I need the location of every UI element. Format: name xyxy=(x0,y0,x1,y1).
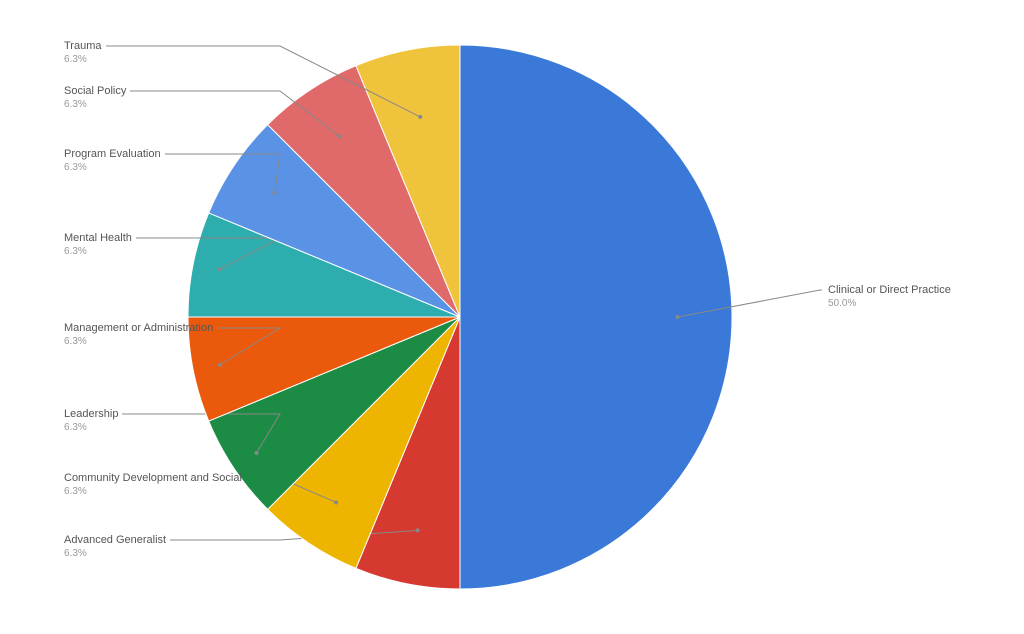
slice-label: Community Development and Social6.3% xyxy=(64,472,242,498)
slice-label-name: Program Evaluation xyxy=(64,148,161,161)
slice-label-pct: 50.0% xyxy=(828,297,951,310)
slice-label: Management or Administration6.3% xyxy=(64,322,213,348)
slice-label-pct: 6.3% xyxy=(64,335,213,348)
slice-label: Social Policy6.3% xyxy=(64,85,126,111)
pie-chart: Clinical or Direct Practice50.0% Advanced… xyxy=(0,0,1024,634)
leader-dot xyxy=(676,315,680,319)
slice-label-pct: 6.3% xyxy=(64,245,132,258)
slice-label-name: Advanced Generalist xyxy=(64,534,166,547)
slice-label-name: Clinical or Direct Practice xyxy=(828,284,951,297)
leader-dot xyxy=(337,134,341,138)
pie-slice xyxy=(460,45,732,589)
slice-label-pct: 6.3% xyxy=(64,547,166,560)
leader-dot xyxy=(418,115,422,119)
slice-label-pct: 6.3% xyxy=(64,421,118,434)
slice-label-name: Leadership xyxy=(64,408,118,421)
slice-label-name: Community Development and Social xyxy=(64,472,242,485)
slice-label-pct: 6.3% xyxy=(64,485,242,498)
slice-label: Trauma6.3% xyxy=(64,40,102,66)
slice-label-name: Trauma xyxy=(64,40,102,53)
slice-label: Leadership6.3% xyxy=(64,408,118,434)
slice-label-name: Mental Health xyxy=(64,232,132,245)
leader-dot xyxy=(218,267,222,271)
slice-label-pct: 6.3% xyxy=(64,53,102,66)
leader-dot xyxy=(254,451,258,455)
leader-dot xyxy=(334,500,338,504)
leader-dot xyxy=(416,528,420,532)
leader-dot xyxy=(273,191,277,195)
slice-label-pct: 6.3% xyxy=(64,161,161,174)
slice-label-pct: 6.3% xyxy=(64,98,126,111)
slice-label: Advanced Generalist6.3% xyxy=(64,534,166,560)
slice-label: Mental Health6.3% xyxy=(64,232,132,258)
slice-label-name: Management or Administration xyxy=(64,322,213,335)
slice-label: Program Evaluation6.3% xyxy=(64,148,161,174)
slice-label: Clinical or Direct Practice50.0% xyxy=(828,284,951,310)
slice-label-name: Social Policy xyxy=(64,85,126,98)
leader-dot xyxy=(218,363,222,367)
